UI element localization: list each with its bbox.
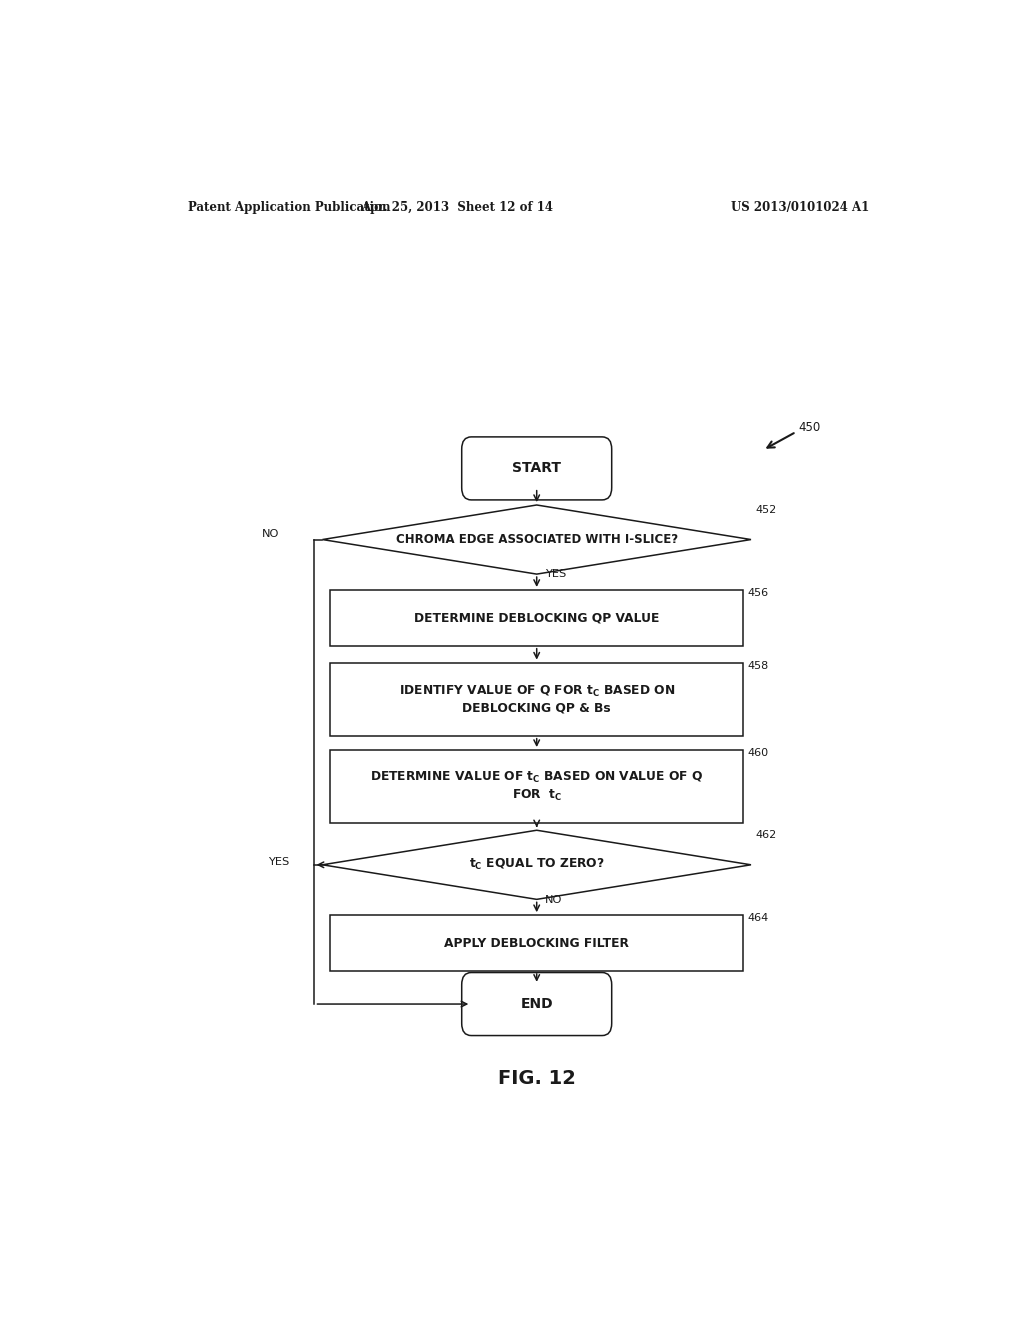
Text: IDENTIFY VALUE OF Q FOR $\mathregular{t_C}$ BASED ON
DEBLOCKING QP & Bs: IDENTIFY VALUE OF Q FOR $\mathregular{t_…	[398, 684, 675, 714]
Text: CHROMA EDGE ASSOCIATED WITH I-SLICE?: CHROMA EDGE ASSOCIATED WITH I-SLICE?	[395, 533, 678, 546]
Text: FIG. 12: FIG. 12	[498, 1069, 575, 1088]
Text: 458: 458	[748, 660, 768, 671]
Polygon shape	[323, 506, 751, 574]
Text: DETERMINE VALUE OF $\mathregular{t_C}$ BASED ON VALUE OF Q
FOR  $\mathregular{t_: DETERMINE VALUE OF $\mathregular{t_C}$ B…	[370, 771, 703, 803]
Bar	[331, 663, 743, 735]
Text: NO: NO	[545, 895, 562, 906]
Text: Apr. 25, 2013  Sheet 12 of 14: Apr. 25, 2013 Sheet 12 of 14	[361, 201, 553, 214]
Text: YES: YES	[268, 857, 290, 867]
FancyBboxPatch shape	[462, 973, 611, 1036]
Text: NO: NO	[262, 529, 280, 540]
Text: US 2013/0101024 A1: US 2013/0101024 A1	[731, 201, 869, 214]
Text: START: START	[512, 462, 561, 475]
Text: 464: 464	[748, 913, 768, 923]
Bar	[331, 915, 743, 972]
Bar	[331, 750, 743, 824]
Text: $\mathregular{t_C}$ EQUAL TO ZERO?: $\mathregular{t_C}$ EQUAL TO ZERO?	[469, 857, 604, 873]
Text: 462: 462	[755, 830, 776, 841]
Text: DETERMINE DEBLOCKING QP VALUE: DETERMINE DEBLOCKING QP VALUE	[414, 611, 659, 624]
Text: 452: 452	[755, 506, 776, 515]
Text: Patent Application Publication: Patent Application Publication	[187, 201, 390, 214]
Text: END: END	[520, 997, 553, 1011]
Text: APPLY DEBLOCKING FILTER: APPLY DEBLOCKING FILTER	[444, 937, 629, 949]
Text: 456: 456	[748, 587, 768, 598]
Bar	[331, 590, 743, 645]
Text: 450: 450	[799, 421, 821, 434]
Text: 460: 460	[748, 748, 768, 758]
Text: YES: YES	[545, 569, 566, 579]
FancyBboxPatch shape	[462, 437, 611, 500]
Polygon shape	[323, 830, 751, 899]
